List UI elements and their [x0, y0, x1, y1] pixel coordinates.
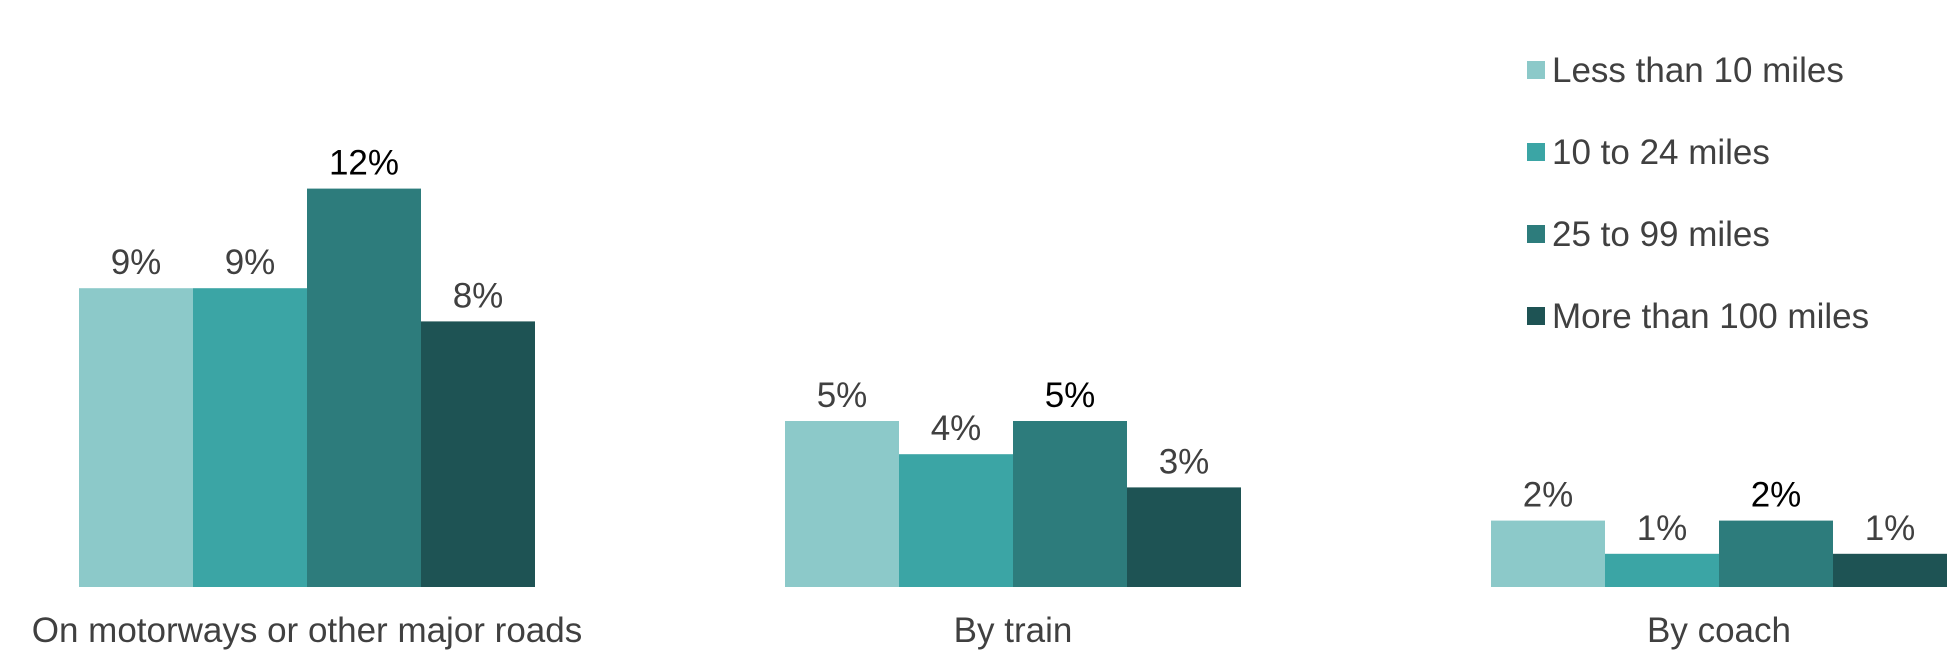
legend-swatch-3	[1527, 225, 1545, 243]
bars-layer	[79, 188, 1947, 587]
value-label-2-3: 5%	[1045, 376, 1096, 415]
legend: Less than 10 miles 10 to 24 miles 25 to 99…	[1527, 51, 1869, 336]
legend-label-4: More than 100 miles	[1552, 297, 1869, 336]
category-labels-layer: On motorways or other major roads By trai…	[32, 611, 1791, 650]
bar-1-series-2	[193, 288, 307, 587]
value-label-3-1: 2%	[1523, 476, 1574, 515]
value-labels-layer: 9% 9% 12% 8% 5% 4% 5% 3% 2% 1% 2% 1%	[111, 144, 1916, 548]
bar-1-series-1	[79, 288, 193, 587]
legend-swatch-1	[1527, 61, 1545, 79]
category-label-2: By train	[954, 611, 1073, 650]
bar-2-series-3	[1013, 421, 1127, 587]
bar-1-series-4	[421, 321, 535, 587]
value-label-2-2: 4%	[931, 409, 982, 448]
category-label-1: On motorways or other major roads	[32, 611, 582, 650]
legend-item-4: More than 100 miles	[1527, 297, 1869, 336]
legend-swatch-4	[1527, 307, 1545, 325]
value-label-3-4: 1%	[1865, 509, 1916, 548]
category-label-3: By coach	[1647, 611, 1791, 650]
legend-swatch-2	[1527, 143, 1545, 161]
value-label-1-1: 9%	[111, 243, 162, 282]
bar-3-series-4	[1833, 553, 1947, 587]
value-label-3-2: 1%	[1637, 509, 1688, 548]
value-label-1-4: 8%	[453, 276, 504, 315]
bar-2-series-1	[785, 421, 899, 587]
bar-3-series-1	[1491, 520, 1605, 587]
legend-item-2: 10 to 24 miles	[1527, 133, 1770, 172]
value-label-3-3: 2%	[1751, 476, 1802, 515]
bar-3-series-3	[1719, 520, 1833, 587]
value-label-2-1: 5%	[817, 376, 868, 415]
value-label-1-2: 9%	[225, 243, 276, 282]
legend-label-3: 25 to 99 miles	[1552, 215, 1770, 254]
bar-1-series-3	[307, 188, 421, 587]
bar-2-series-2	[899, 454, 1013, 587]
legend-label-2: 10 to 24 miles	[1552, 133, 1770, 172]
legend-item-3: 25 to 99 miles	[1527, 215, 1770, 254]
bar-3-series-2	[1605, 553, 1719, 587]
bar-2-series-4	[1127, 487, 1241, 587]
value-label-2-4: 3%	[1159, 442, 1210, 481]
legend-item-1: Less than 10 miles	[1527, 51, 1844, 90]
value-label-1-3: 12%	[329, 144, 399, 183]
legend-label-1: Less than 10 miles	[1552, 51, 1844, 90]
